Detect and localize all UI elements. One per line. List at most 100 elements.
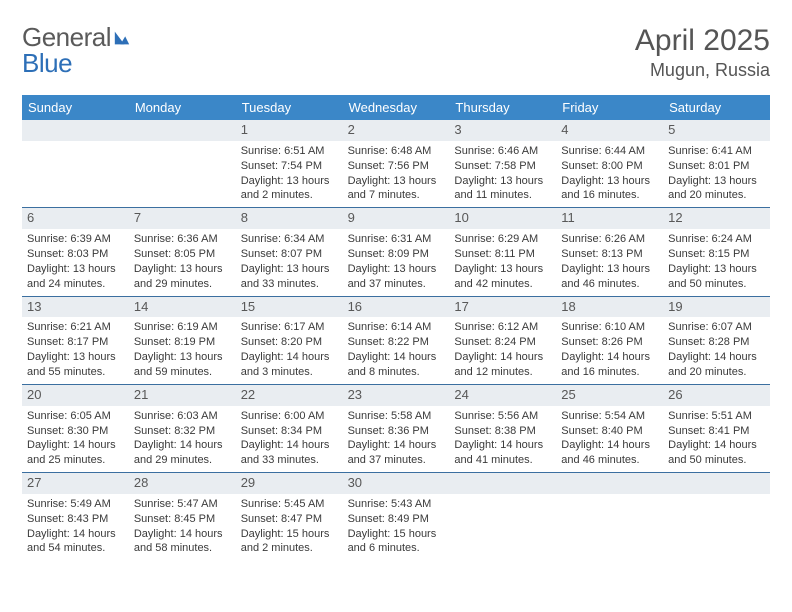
day-cell: 18Sunrise: 6:10 AMSunset: 8:26 PMDayligh… xyxy=(556,297,663,384)
location: Mugun, Russia xyxy=(635,60,770,81)
day-cell xyxy=(129,120,236,207)
day-cell: 13Sunrise: 6:21 AMSunset: 8:17 PMDayligh… xyxy=(22,297,129,384)
day-detail: Sunrise: 6:36 AMSunset: 8:05 PMDaylight:… xyxy=(129,229,236,295)
day-cell: 3Sunrise: 6:46 AMSunset: 7:58 PMDaylight… xyxy=(449,120,556,207)
day-detail: Sunrise: 6:05 AMSunset: 8:30 PMDaylight:… xyxy=(22,406,129,472)
day-cell xyxy=(449,473,556,560)
day-header: Sunday xyxy=(22,95,129,120)
day-number: 12 xyxy=(663,208,770,229)
day-number: 28 xyxy=(129,473,236,494)
day-header: Thursday xyxy=(449,95,556,120)
day-number: 17 xyxy=(449,297,556,318)
day-detail: Sunrise: 5:51 AMSunset: 8:41 PMDaylight:… xyxy=(663,406,770,472)
day-number: 20 xyxy=(22,385,129,406)
day-cell: 1Sunrise: 6:51 AMSunset: 7:54 PMDaylight… xyxy=(236,120,343,207)
month-title: April 2025 xyxy=(635,24,770,58)
day-header: Friday xyxy=(556,95,663,120)
day-cell: 10Sunrise: 6:29 AMSunset: 8:11 PMDayligh… xyxy=(449,208,556,295)
day-number: 15 xyxy=(236,297,343,318)
week-row: 13Sunrise: 6:21 AMSunset: 8:17 PMDayligh… xyxy=(22,297,770,385)
day-number: 9 xyxy=(343,208,450,229)
week-row: 20Sunrise: 6:05 AMSunset: 8:30 PMDayligh… xyxy=(22,385,770,473)
day-cell: 6Sunrise: 6:39 AMSunset: 8:03 PMDaylight… xyxy=(22,208,129,295)
day-cell: 7Sunrise: 6:36 AMSunset: 8:05 PMDaylight… xyxy=(129,208,236,295)
day-detail: Sunrise: 6:48 AMSunset: 7:56 PMDaylight:… xyxy=(343,141,450,207)
day-detail: Sunrise: 6:19 AMSunset: 8:19 PMDaylight:… xyxy=(129,317,236,383)
day-number: 13 xyxy=(22,297,129,318)
day-cell: 11Sunrise: 6:26 AMSunset: 8:13 PMDayligh… xyxy=(556,208,663,295)
day-cell: 23Sunrise: 5:58 AMSunset: 8:36 PMDayligh… xyxy=(343,385,450,472)
day-number: 21 xyxy=(129,385,236,406)
day-detail: Sunrise: 6:41 AMSunset: 8:01 PMDaylight:… xyxy=(663,141,770,207)
day-cell: 27Sunrise: 5:49 AMSunset: 8:43 PMDayligh… xyxy=(22,473,129,560)
day-number: 25 xyxy=(556,385,663,406)
day-detail: Sunrise: 6:03 AMSunset: 8:32 PMDaylight:… xyxy=(129,406,236,472)
week-row: 1Sunrise: 6:51 AMSunset: 7:54 PMDaylight… xyxy=(22,120,770,208)
day-detail: Sunrise: 5:58 AMSunset: 8:36 PMDaylight:… xyxy=(343,406,450,472)
day-number: 7 xyxy=(129,208,236,229)
day-number: 6 xyxy=(22,208,129,229)
day-cell: 30Sunrise: 5:43 AMSunset: 8:49 PMDayligh… xyxy=(343,473,450,560)
day-detail: Sunrise: 6:29 AMSunset: 8:11 PMDaylight:… xyxy=(449,229,556,295)
day-detail: Sunrise: 5:43 AMSunset: 8:49 PMDaylight:… xyxy=(343,494,450,560)
day-cell: 16Sunrise: 6:14 AMSunset: 8:22 PMDayligh… xyxy=(343,297,450,384)
day-detail: Sunrise: 6:10 AMSunset: 8:26 PMDaylight:… xyxy=(556,317,663,383)
day-cell: 21Sunrise: 6:03 AMSunset: 8:32 PMDayligh… xyxy=(129,385,236,472)
day-cell: 19Sunrise: 6:07 AMSunset: 8:28 PMDayligh… xyxy=(663,297,770,384)
day-number: 1 xyxy=(236,120,343,141)
day-detail: Sunrise: 6:44 AMSunset: 8:00 PMDaylight:… xyxy=(556,141,663,207)
day-cell: 24Sunrise: 5:56 AMSunset: 8:38 PMDayligh… xyxy=(449,385,556,472)
day-detail: Sunrise: 6:31 AMSunset: 8:09 PMDaylight:… xyxy=(343,229,450,295)
day-cell xyxy=(663,473,770,560)
day-cell: 12Sunrise: 6:24 AMSunset: 8:15 PMDayligh… xyxy=(663,208,770,295)
day-header: Monday xyxy=(129,95,236,120)
day-detail: Sunrise: 6:51 AMSunset: 7:54 PMDaylight:… xyxy=(236,141,343,207)
day-number xyxy=(556,473,663,494)
day-cell: 4Sunrise: 6:44 AMSunset: 8:00 PMDaylight… xyxy=(556,120,663,207)
day-cell: 15Sunrise: 6:17 AMSunset: 8:20 PMDayligh… xyxy=(236,297,343,384)
day-number: 3 xyxy=(449,120,556,141)
day-detail: Sunrise: 5:56 AMSunset: 8:38 PMDaylight:… xyxy=(449,406,556,472)
day-number: 4 xyxy=(556,120,663,141)
day-detail: Sunrise: 6:34 AMSunset: 8:07 PMDaylight:… xyxy=(236,229,343,295)
day-detail: Sunrise: 6:24 AMSunset: 8:15 PMDaylight:… xyxy=(663,229,770,295)
day-cell: 9Sunrise: 6:31 AMSunset: 8:09 PMDaylight… xyxy=(343,208,450,295)
day-cell xyxy=(22,120,129,207)
calendar: Sunday Monday Tuesday Wednesday Thursday… xyxy=(22,95,770,560)
title-block: April 2025 Mugun, Russia xyxy=(635,24,770,81)
weeks-container: 1Sunrise: 6:51 AMSunset: 7:54 PMDaylight… xyxy=(22,120,770,560)
day-number: 29 xyxy=(236,473,343,494)
day-cell: 29Sunrise: 5:45 AMSunset: 8:47 PMDayligh… xyxy=(236,473,343,560)
day-number: 19 xyxy=(663,297,770,318)
logo-sail-icon xyxy=(112,24,132,50)
day-number: 24 xyxy=(449,385,556,406)
day-number xyxy=(663,473,770,494)
day-number: 30 xyxy=(343,473,450,494)
logo-text-blue: Blue xyxy=(22,50,132,76)
day-detail: Sunrise: 6:26 AMSunset: 8:13 PMDaylight:… xyxy=(556,229,663,295)
day-cell: 20Sunrise: 6:05 AMSunset: 8:30 PMDayligh… xyxy=(22,385,129,472)
day-number: 18 xyxy=(556,297,663,318)
day-number: 2 xyxy=(343,120,450,141)
day-detail: Sunrise: 5:54 AMSunset: 8:40 PMDaylight:… xyxy=(556,406,663,472)
day-number: 26 xyxy=(663,385,770,406)
day-cell: 26Sunrise: 5:51 AMSunset: 8:41 PMDayligh… xyxy=(663,385,770,472)
day-detail: Sunrise: 6:07 AMSunset: 8:28 PMDaylight:… xyxy=(663,317,770,383)
day-detail: Sunrise: 6:14 AMSunset: 8:22 PMDaylight:… xyxy=(343,317,450,383)
day-number: 27 xyxy=(22,473,129,494)
day-cell: 8Sunrise: 6:34 AMSunset: 8:07 PMDaylight… xyxy=(236,208,343,295)
day-header: Tuesday xyxy=(236,95,343,120)
day-number: 14 xyxy=(129,297,236,318)
logo: GeneralBlue xyxy=(22,24,132,76)
day-detail: Sunrise: 6:39 AMSunset: 8:03 PMDaylight:… xyxy=(22,229,129,295)
day-cell: 14Sunrise: 6:19 AMSunset: 8:19 PMDayligh… xyxy=(129,297,236,384)
day-number xyxy=(129,120,236,141)
day-number xyxy=(22,120,129,141)
day-cell: 25Sunrise: 5:54 AMSunset: 8:40 PMDayligh… xyxy=(556,385,663,472)
day-number: 16 xyxy=(343,297,450,318)
day-number: 23 xyxy=(343,385,450,406)
day-detail: Sunrise: 6:21 AMSunset: 8:17 PMDaylight:… xyxy=(22,317,129,383)
day-header: Wednesday xyxy=(343,95,450,120)
day-cell: 28Sunrise: 5:47 AMSunset: 8:45 PMDayligh… xyxy=(129,473,236,560)
day-cell: 22Sunrise: 6:00 AMSunset: 8:34 PMDayligh… xyxy=(236,385,343,472)
